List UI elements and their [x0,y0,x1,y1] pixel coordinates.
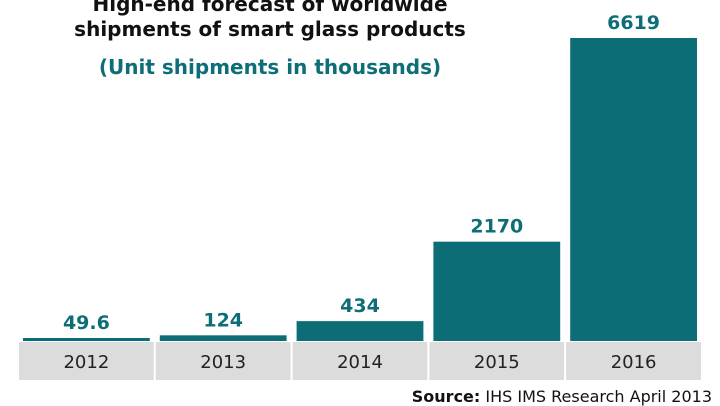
bar [296,321,424,341]
bar [570,38,697,341]
data-label: 2170 [470,216,523,238]
data-label: 124 [203,309,243,331]
bar [23,338,150,341]
category-cell [153,340,293,382]
chart-subtitle: (Unit shipments in thousands) [98,55,442,79]
x-tick-label: 2014 [337,352,383,373]
x-tick-label: 2015 [474,352,520,373]
x-tick-label: 2016 [611,352,657,373]
data-label: 49.6 [63,312,110,334]
data-label: 6619 [607,12,660,34]
bar [159,335,287,341]
bar [433,241,561,341]
chart-title-line-2: shipments of smart glass products [74,17,466,41]
source-text: IHS IMS Research April 2013 [485,387,712,406]
x-tick-label: 2013 [200,352,246,373]
source-label: Source: [411,387,481,406]
data-label: 434 [340,295,380,317]
x-tick-label: 2012 [63,352,109,373]
source-note: Source: IHS IMS Research April 2013 [412,387,712,406]
chart-title-line-1: High-end forecast of worldwide [92,0,448,16]
